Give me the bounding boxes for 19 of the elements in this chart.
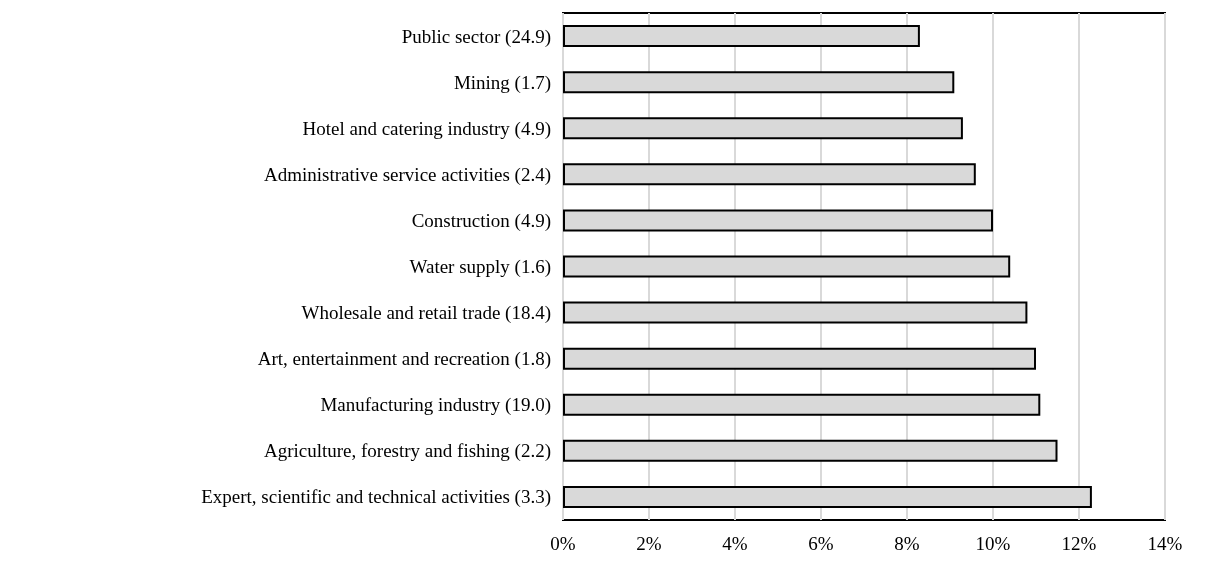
y-tick-label: Construction (4.9) — [411, 209, 551, 232]
x-tick-label: 12% — [1061, 533, 1097, 554]
x-tick-label: 8% — [894, 533, 920, 554]
y-tick-label: Expert, scientific and technical activities (3.3) — [201, 486, 551, 509]
y-tick-label: Mining (1.7) — [453, 71, 551, 94]
y-tick-label: Public sector (24.9) — [401, 25, 551, 48]
x-tick-label: 6% — [808, 533, 834, 554]
x-tick-label: 10% — [975, 533, 1011, 554]
x-tick-label: 2% — [636, 533, 662, 554]
x-tick-label: 4% — [722, 533, 748, 554]
y-tick-label: Water supply (1.6) — [409, 256, 551, 278]
y-tick-label: Agriculture, forestry and fishing (2.2) — [263, 440, 551, 463]
y-tick-label: Wholesale and retail trade (18.4) — [301, 302, 551, 325]
y-tick-label: Manufacturing industry (19.0) — [320, 394, 551, 417]
x-tick-label: 0% — [550, 533, 576, 554]
x-tick-label: 14% — [1147, 533, 1183, 554]
y-tick-label: Art, entertainment and recreation (1.8) — [257, 348, 551, 371]
y-tick-label: Administrative service activities (2.4) — [263, 163, 551, 186]
y-tick-label: Hotel and catering industry (4.9) — [302, 117, 551, 140]
